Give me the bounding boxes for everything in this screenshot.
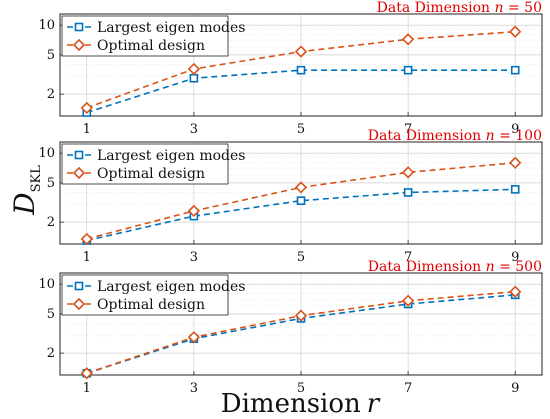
- data-point: [189, 73, 199, 83]
- legend-marker: [74, 150, 84, 160]
- data-point: [80, 101, 93, 115]
- x-tick-label: 9: [511, 381, 519, 396]
- chart-title-value: = 100: [495, 128, 542, 144]
- legend: Largest eigen modes Optimal design: [61, 274, 245, 316]
- y-tick-label: 2: [47, 87, 55, 102]
- x-tick-label: 1: [83, 250, 91, 265]
- x-tick-label: 5: [297, 122, 305, 137]
- series-line-1: [86, 69, 516, 114]
- y-tick-label: 5: [47, 48, 55, 63]
- y-axis-label-subscript: SKL: [29, 165, 44, 193]
- chart-title-value: = 50: [504, 0, 542, 16]
- data-point: [510, 65, 520, 75]
- data-point: [296, 65, 306, 75]
- data-point: [294, 45, 308, 58]
- chart-title-var: n: [486, 128, 495, 144]
- legend-marker: [74, 22, 84, 32]
- data-point: [187, 62, 201, 76]
- y-tick-label: 5: [47, 307, 55, 322]
- y-tick-label: 5: [47, 176, 55, 191]
- legend: Largest eigen modes Optimal design: [61, 143, 245, 185]
- data-point: [401, 294, 415, 307]
- data-point: [296, 196, 306, 205]
- chart-title: Data Dimension n = 50: [377, 0, 542, 16]
- y-tick-label: 10: [38, 18, 55, 33]
- legend-label: Optimal design: [97, 38, 205, 54]
- data-point: [510, 185, 520, 194]
- legend-label: Optimal design: [97, 166, 205, 182]
- data-point: [403, 65, 413, 75]
- x-tick-label: 1: [83, 122, 91, 137]
- chart-title-prefix: Data Dimension: [368, 128, 486, 144]
- legend-marker: [74, 281, 84, 291]
- x-tick-label: 3: [190, 250, 198, 265]
- chart-title-value: = 500: [495, 259, 542, 275]
- y-tick-label: 10: [38, 146, 55, 161]
- chart-title-prefix: Data Dimension: [377, 0, 495, 16]
- x-tick-label: 9: [511, 250, 519, 265]
- data-point: [401, 166, 415, 179]
- legend-label: Largest eigen modes: [97, 148, 245, 164]
- data-point: [401, 33, 415, 46]
- data-point: [80, 367, 93, 380]
- chart-panel-1: 1 3 5 7 9 2 5 10 Data Dimension n = 50 Largest ei…: [38, 0, 543, 137]
- data-point: [187, 204, 201, 218]
- legend-marker: [72, 297, 86, 311]
- legend-marker: [72, 38, 86, 52]
- series-line-1: [86, 188, 516, 242]
- y-tick-label: 2: [47, 215, 55, 230]
- y-axis-label-symbol: D: [8, 192, 41, 215]
- x-tick-label: 7: [404, 122, 412, 137]
- chart-title-prefix: Data Dimension: [368, 259, 486, 275]
- x-tick-label: 3: [190, 122, 198, 137]
- legend-box: [61, 274, 229, 316]
- legend-box: [61, 143, 229, 185]
- data-point: [294, 181, 308, 194]
- chart-title: Data Dimension n = 100: [368, 128, 542, 144]
- data-point: [403, 188, 413, 197]
- x-tick-label: 9: [511, 122, 519, 137]
- legend-marker: [72, 166, 86, 180]
- chart-title-var: n: [486, 259, 495, 275]
- legend-label: Largest eigen modes: [97, 279, 245, 295]
- x-axis-label-text: Dimension: [221, 389, 361, 419]
- legend: Largest eigen modes Optimal design: [61, 15, 245, 57]
- x-axis-label-var: r: [367, 389, 381, 419]
- x-tick-label: 1: [83, 381, 91, 396]
- data-point: [509, 25, 522, 38]
- x-tick-label: 3: [190, 381, 198, 396]
- y-tick-label: 2: [47, 346, 55, 361]
- chart-panel-2: 1 3 5 7 9 2 5 10 Data Dimension n = 100 Largest e…: [38, 128, 543, 265]
- x-tick-label: 7: [404, 250, 412, 265]
- data-point: [80, 232, 93, 246]
- y-tick-label: 10: [38, 277, 55, 292]
- data-point: [509, 156, 522, 169]
- legend-box: [61, 15, 229, 57]
- data-point: [294, 309, 308, 322]
- chart-title: Data Dimension n = 500: [368, 259, 542, 275]
- data-point: [187, 331, 201, 344]
- x-tick-label: 5: [297, 381, 305, 396]
- x-axis-label: Dimension r: [221, 389, 381, 419]
- x-tick-label: 7: [404, 381, 412, 396]
- y-axis-label: DSKL: [8, 165, 44, 216]
- data-point: [509, 285, 522, 298]
- legend-label: Largest eigen modes: [97, 20, 245, 36]
- legend-label: Optimal design: [97, 297, 205, 313]
- x-tick-label: 5: [297, 250, 305, 265]
- chart-panel-3: 1 3 5 7 9 2 5 10 Data Dimension n = 500 Largest e…: [38, 259, 543, 396]
- chart-title-var: n: [495, 0, 504, 16]
